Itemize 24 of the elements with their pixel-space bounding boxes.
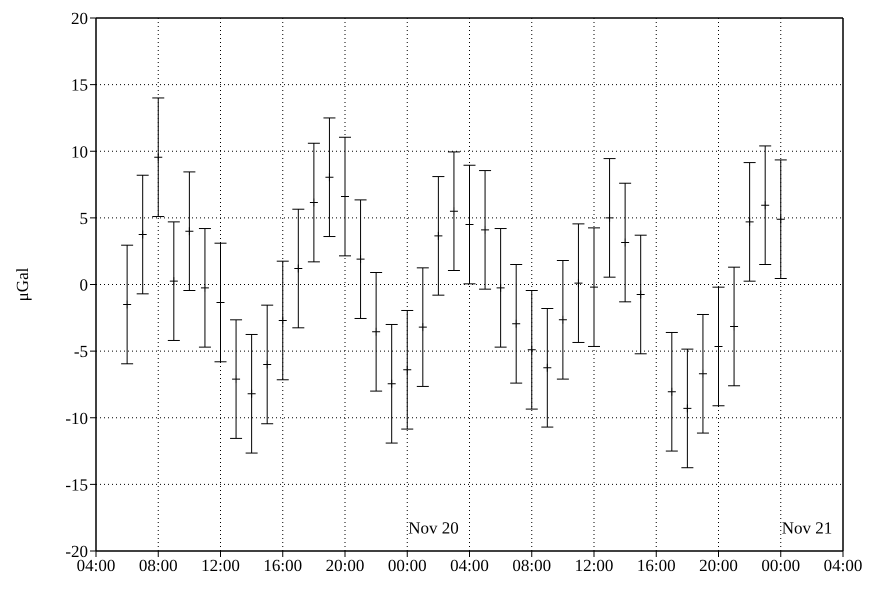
y-tick-label: 20 [71, 9, 88, 28]
annotation: Nov 20 [408, 518, 459, 538]
x-tick-label: 04:00 [450, 556, 489, 576]
x-tick-label: 12:00 [201, 556, 240, 576]
x-tick-label: 20:00 [699, 556, 738, 576]
x-tick-label: 04:00 [824, 556, 862, 576]
y-axis-title: μGal [13, 267, 32, 302]
y-tick-label: -5 [74, 342, 88, 362]
y-tick-label: 15 [71, 76, 88, 95]
y-tick-label: -10 [65, 408, 88, 428]
x-tick-label: 08:00 [138, 556, 178, 576]
y-tick-label: 10 [71, 142, 88, 162]
x-tick-label: 16:00 [263, 556, 302, 576]
x-tick-label: 20:00 [326, 556, 364, 576]
y-tick-label: -15 [65, 475, 88, 494]
x-tick-label: 16:00 [636, 556, 676, 576]
y-tick-label: 5 [80, 208, 88, 228]
x-tick-label: 00:00 [388, 556, 427, 576]
x-tick-label: 08:00 [512, 556, 552, 576]
y-tick-label: 0 [80, 276, 88, 295]
x-tick-label: 04:00 [76, 556, 116, 576]
x-tick-label: 12:00 [574, 556, 614, 576]
x-tick-label: 00:00 [761, 556, 800, 576]
annotation: Nov 21 [782, 518, 832, 538]
